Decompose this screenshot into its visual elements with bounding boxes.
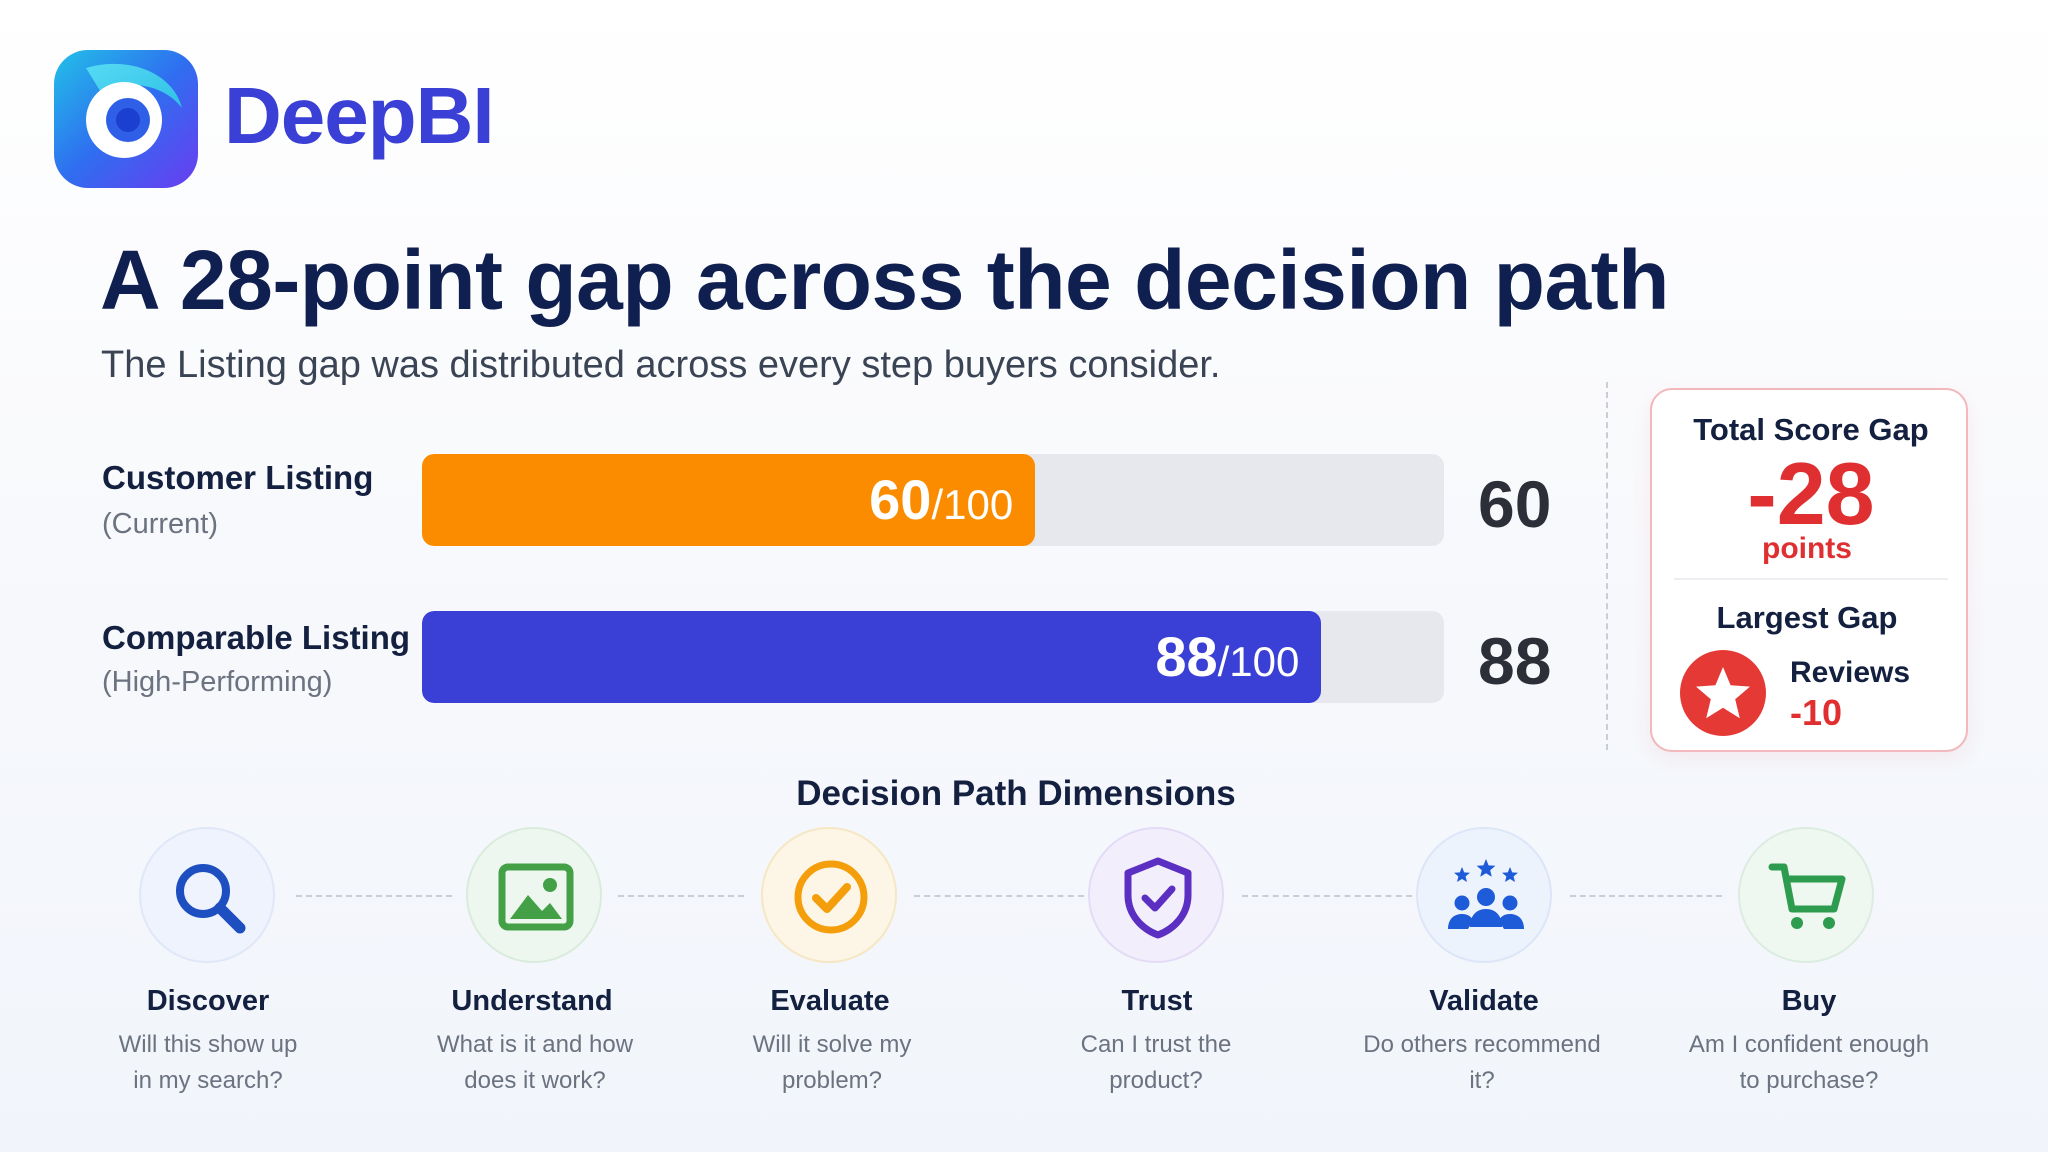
bar-sublabel-comparable: (High-Performing) [102,666,333,698]
largest-gap-label: Largest Gap [1716,600,1898,635]
star-icon [1680,650,1766,736]
step-name-trust: Trust [1121,985,1193,1017]
step-name-discover: Discover [146,985,270,1017]
step-question-understand: What is it and how does it work? [436,1031,634,1094]
total-gap-label: Total Score Gap [1693,412,1929,447]
largest-gap-value: -10 [1790,692,1843,733]
total-gap-unit: points [1762,532,1852,565]
bar-fill-customer: 60/100 [422,454,1036,546]
bar-value-comparable: 88 [1478,624,1552,698]
cart-icon [1768,863,1846,929]
bar-label-customer: Customer Listing [102,459,374,496]
deepbi-logo-icon [54,50,198,188]
step-circle-buy [1738,827,1874,963]
bar-track-comparable: 88/100 [422,611,1444,703]
check-circle-icon [794,860,868,934]
vertical-divider [1606,382,1608,750]
page-title: A 28-point gap across the decision path [100,233,1670,327]
step-question-validate: Do others recommend it? [1363,1031,1601,1094]
image-icon [498,863,574,931]
largest-gap-name: Reviews [1790,656,1911,689]
step-name-evaluate: Evaluate [770,985,890,1017]
step-circle-discover [139,827,275,963]
step-circle-validate [1416,827,1552,963]
total-gap-value: -28 [1747,444,1875,543]
shield-check-icon [1124,857,1192,939]
step-circle-trust [1088,827,1224,963]
step-circle-evaluate [761,827,897,963]
bar-fill-comparable: 88/100 [422,611,1322,703]
step-question-buy: Am I confident enough to purchase? [1688,1031,1930,1094]
connector-line [914,895,1084,897]
section-title: Decision Path Dimensions [796,774,1236,813]
step-name-buy: Buy [1781,985,1837,1017]
card-divider [1674,578,1948,580]
people-stars-icon [1448,859,1524,929]
bar-track-customer: 60/100 [422,454,1444,546]
bar-fill-text-comparable: 88/100 [1155,625,1300,688]
page-subtitle: The Listing gap was distributed across e… [101,344,1221,386]
step-question-evaluate: Will it solve my problem? [752,1031,912,1094]
step-question-trust: Can I trust the product? [1080,1031,1232,1094]
search-icon [176,864,246,934]
connector-line [1570,895,1722,897]
step-name-validate: Validate [1429,985,1539,1017]
bar-fill-text-customer: 60/100 [869,468,1014,531]
bar-label-comparable: Comparable Listing [102,619,411,656]
score-gap-card: Total Score Gap -28 points Largest Gap R… [1650,388,1968,752]
connector-line [618,895,744,897]
brand-name: DeepBI [224,71,495,160]
connector-line [296,895,452,897]
step-name-understand: Understand [451,985,613,1017]
step-question-discover: Will this show up in my search? [118,1031,298,1094]
bar-sublabel-customer: (Current) [102,508,219,540]
bar-value-customer: 60 [1478,467,1552,541]
step-circle-understand [466,827,602,963]
connector-line [1242,895,1412,897]
